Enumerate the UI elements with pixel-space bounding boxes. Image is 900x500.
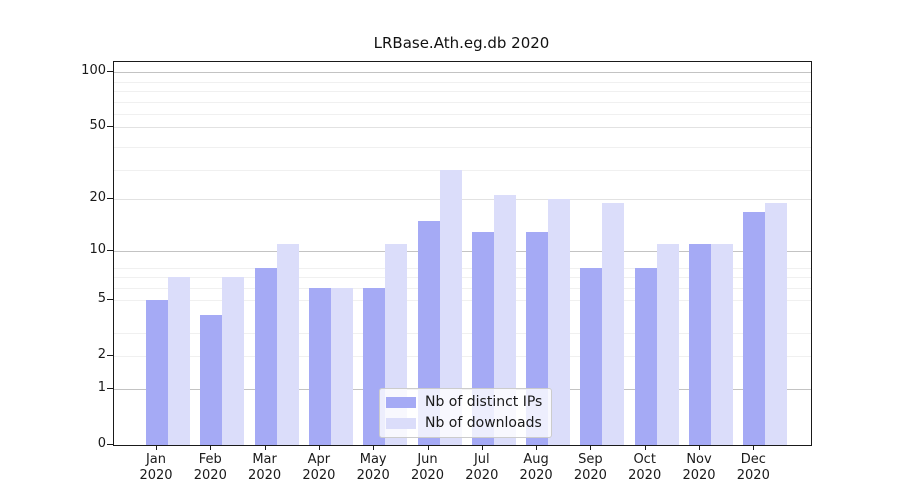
y-tick-mark-0 (107, 444, 113, 445)
y-tick-label-100: 100 (81, 63, 106, 79)
x-label-nov: Nov 2020 (682, 452, 716, 483)
bar-downloads-aug (548, 199, 571, 445)
y-tick-label-10: 10 (89, 242, 106, 258)
x-tick-mark-feb (210, 445, 212, 450)
gridline-minor-80 (114, 91, 811, 93)
bar-ips-dec (743, 211, 766, 445)
x-tick-mark-jan (156, 445, 157, 450)
gridline-minor-3 (114, 356, 811, 358)
x-tick-mark-sep (590, 445, 592, 450)
bar-downloads-mar (276, 244, 299, 445)
bar-downloads-jan (168, 277, 190, 445)
x-label-apr: Apr 2020 (302, 452, 336, 483)
bar-ips-jan (146, 300, 168, 445)
legend-label-downloads: Nb of downloads (425, 415, 542, 431)
legend-swatch-distinct-ips-icon (386, 396, 416, 408)
gridline-minor-90 (114, 81, 811, 83)
y-tick-label-1: 1 (97, 380, 106, 395)
x-label-aug: Aug 2020 (519, 452, 553, 483)
gridline-major-10 (114, 251, 811, 253)
x-tick-mark-dec (753, 445, 755, 450)
bar-ips-apr (308, 287, 331, 445)
gridline-minor-6 (114, 300, 811, 302)
gridline-minor-60 (114, 114, 811, 116)
x-tick-mark-nov (699, 445, 700, 450)
y-tick-label-20: 20 (89, 190, 106, 206)
x-tick-mark-may (373, 445, 375, 450)
x-label-feb: Feb 2020 (193, 452, 227, 483)
x-tick-mark-mar (264, 445, 266, 450)
y-tick-mark-2 (107, 355, 113, 357)
x-tick-mark-oct (644, 445, 646, 450)
bar-downloads-feb (222, 277, 245, 445)
gridline-minor-8 (114, 277, 811, 279)
bar-downloads-jun (439, 170, 462, 445)
legend: Nb of distinct IPs Nb of downloads (379, 388, 553, 438)
plot-area (113, 61, 812, 446)
y-tick-label-2: 2 (97, 347, 106, 363)
chart-title: LRBase.Ath.eg.db 2020 (373, 34, 550, 52)
legend-label-distinct-ips: Nb of distinct IPs (425, 394, 543, 410)
y-tick-label-0: 0 (97, 436, 106, 451)
x-tick-mark-jun (427, 445, 429, 450)
bar-ips-nov (689, 244, 711, 445)
bar-downloads-jul (493, 195, 516, 445)
bar-downloads-apr (330, 287, 353, 445)
bar-ips-feb (200, 314, 223, 445)
x-label-may: May 2020 (356, 452, 390, 483)
x-tick-mark-aug (536, 445, 538, 450)
bar-ips-mar (254, 267, 277, 445)
x-label-oct: Oct 2020 (628, 452, 662, 483)
y-tick-mark-20 (107, 198, 113, 200)
gridline-minor-30 (114, 170, 811, 172)
legend-row-downloads: Nb of downloads (386, 415, 542, 431)
gridline-minor-9 (114, 267, 811, 269)
bar-downloads-oct (656, 244, 679, 445)
y-tick-mark-5 (107, 299, 113, 301)
x-label-dec: Dec 2020 (736, 452, 770, 483)
y-tick-mark-100 (107, 71, 113, 73)
legend-swatch-downloads-icon (386, 417, 416, 429)
legend-row-distinct-ips: Nb of distinct IPs (386, 394, 542, 410)
x-label-mar: Mar 2020 (248, 452, 282, 483)
gridline-major-100 (114, 72, 811, 74)
bar-ips-sep (580, 267, 603, 445)
bar-downloads-nov (711, 244, 733, 445)
x-tick-mark-apr (318, 445, 320, 450)
y-tick-mark-50 (107, 126, 113, 128)
y-tick-mark-10 (107, 250, 113, 252)
gridline-minor-4 (114, 333, 811, 335)
bar-ips-oct (634, 267, 657, 445)
gridline-minor-7 (114, 287, 811, 289)
x-label-jul: Jul 2020 (465, 452, 499, 483)
bar-downloads-sep (602, 203, 625, 445)
x-label-jan: Jan 2020 (139, 452, 173, 483)
y-tick-label-50: 50 (89, 118, 106, 134)
x-tick-mark-jul (481, 445, 483, 450)
y-tick-mark-1 (107, 388, 113, 389)
gridline-minor-40 (114, 147, 811, 149)
x-label-sep: Sep 2020 (573, 452, 607, 483)
y-tick-label-5: 5 (97, 291, 106, 307)
gridline-50 (114, 127, 811, 129)
gridline-20 (114, 199, 811, 201)
x-label-jun: Jun 2020 (410, 452, 445, 483)
gridline-minor-70 (114, 101, 811, 103)
bar-downloads-dec (765, 203, 788, 445)
